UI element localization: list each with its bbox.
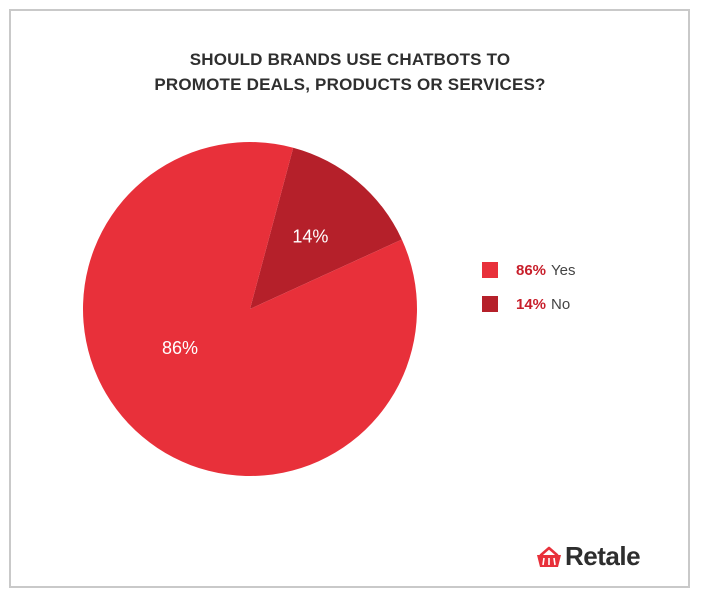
legend-label-yes: Yes	[551, 261, 576, 279]
legend-item-yes: 86% Yes	[482, 260, 576, 280]
basket-icon	[537, 546, 561, 567]
logo-text: Retale	[565, 541, 641, 571]
legend-swatch-yes	[482, 262, 498, 278]
retale-logo: Retale	[536, 541, 641, 572]
pie-label-yes: 86%	[162, 338, 198, 358]
chart-title-line-1: SHOULD BRANDS USE CHATBOTS TO	[189, 50, 511, 69]
legend-swatch-no	[482, 296, 498, 312]
chart-title-line-2: PROMOTE DEALS, PRODUCTS OR SERVICES?	[154, 75, 546, 94]
pie-slice-yes	[83, 141, 418, 476]
legend-pct-yes: 86%	[516, 261, 547, 279]
legend-pct-no: 14%	[516, 295, 547, 313]
pie-slice-no	[250, 147, 402, 309]
pie-label-no: 14%	[292, 226, 328, 246]
legend-item-no: 14% No	[482, 294, 576, 314]
chart-title: SHOULD BRANDS USE CHATBOTS TO PROMOTE DE…	[0, 47, 700, 97]
legend: 86% Yes 14% No	[482, 260, 576, 328]
legend-label-no: No	[551, 295, 571, 313]
